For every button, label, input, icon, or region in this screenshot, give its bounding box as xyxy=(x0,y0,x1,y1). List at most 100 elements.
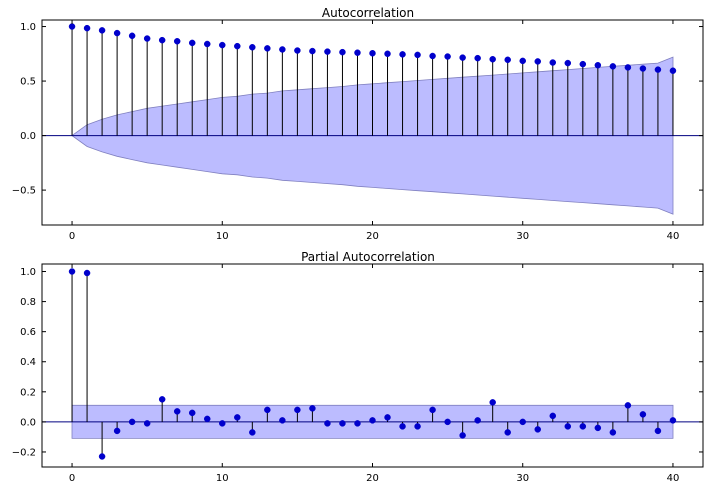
pacf-point-6 xyxy=(158,396,166,403)
acf-point-32 xyxy=(549,59,557,66)
pacf-point-19 xyxy=(354,420,361,427)
pacf-point-17 xyxy=(324,420,331,427)
acf-xtick-label-10: 10 xyxy=(216,231,229,242)
pacf-point-23 xyxy=(414,423,421,430)
acf-point-6 xyxy=(158,36,166,44)
pacf-point-27 xyxy=(474,417,481,424)
pacf-point-15 xyxy=(294,406,301,414)
acf-y-ticks: −0.5 0.0 0.5 1.0 xyxy=(12,22,703,197)
pacf-ytick-label-6: 1.0 xyxy=(20,267,36,278)
acf-point-17 xyxy=(324,48,331,55)
acf-point-12 xyxy=(249,44,256,51)
pacf-xtick-label-20: 20 xyxy=(366,473,379,484)
acf-point-11 xyxy=(234,42,241,50)
acf-x-ticks: 0 10 20 30 40 xyxy=(69,20,679,242)
acf-ytick-label-3: 1.0 xyxy=(20,22,36,33)
pacf-ytick-label-4: 0.6 xyxy=(20,327,36,338)
pacf-point-28 xyxy=(489,399,496,406)
acf-xtick-label-20: 20 xyxy=(366,231,379,242)
acf-xtick-label-0: 0 xyxy=(69,231,75,242)
pacf-point-26 xyxy=(459,432,466,439)
pacf-point-11 xyxy=(234,414,241,421)
pacf-point-38 xyxy=(639,411,647,418)
pacf-ytick-label-0: −0.2 xyxy=(12,447,36,458)
pacf-y-ticks: −0.2 0.0 0.2 0.4 0.6 0.8 1.0 xyxy=(12,267,703,458)
acf-point-40 xyxy=(669,67,677,74)
pacf-point-33 xyxy=(564,423,572,430)
pacf-point-21 xyxy=(384,414,391,421)
acf-point-14 xyxy=(279,46,286,53)
acf-point-15 xyxy=(294,47,301,54)
pacf-point-5 xyxy=(143,420,151,427)
pacf-point-18 xyxy=(339,420,346,427)
acf-panel: Autocorrelation 0 10 20 30 40 −0.5 0.0 0.5 1.0 xyxy=(12,6,704,242)
acf-point-23 xyxy=(414,51,421,59)
acf-point-38 xyxy=(639,65,647,72)
acf-point-37 xyxy=(624,64,632,71)
pacf-markers xyxy=(68,268,677,460)
pacf-ytick-label-2: 0.2 xyxy=(20,387,36,398)
acf-point-31 xyxy=(534,58,541,65)
pacf-point-30 xyxy=(519,418,526,426)
pacf-point-35 xyxy=(594,424,602,432)
acf-point-3 xyxy=(113,29,121,37)
acf-point-7 xyxy=(173,38,181,45)
pacf-point-16 xyxy=(309,405,316,412)
acf-point-27 xyxy=(474,54,481,62)
acf-point-34 xyxy=(579,60,587,68)
pacf-x-ticks: 0 10 20 30 40 xyxy=(69,264,679,484)
pacf-point-29 xyxy=(504,429,511,436)
pacf-point-1 xyxy=(83,269,91,277)
acf-ytick-label-2: 0.5 xyxy=(20,77,36,88)
acf-point-39 xyxy=(654,66,662,73)
pacf-xtick-label-40: 40 xyxy=(667,473,680,484)
acf-point-36 xyxy=(609,63,617,70)
acf-point-20 xyxy=(369,50,376,57)
pacf-point-32 xyxy=(549,412,557,420)
pacf-panel: Partial Autocorrelation 0 10 20 30 40 −0.2 0.… xyxy=(12,250,704,484)
acf-point-16 xyxy=(309,47,316,55)
acf-point-18 xyxy=(339,48,346,56)
acf-point-22 xyxy=(399,51,406,58)
acf-point-10 xyxy=(219,41,226,49)
pacf-point-25 xyxy=(444,418,451,426)
pacf-xtick-label-0: 0 xyxy=(69,473,75,484)
acf-point-13 xyxy=(264,45,271,52)
acf-stems xyxy=(71,26,674,136)
pacf-point-3 xyxy=(113,427,121,435)
acf-point-8 xyxy=(188,39,196,47)
pacf-point-37 xyxy=(624,402,632,409)
pacf-ytick-label-3: 0.4 xyxy=(20,357,36,368)
acf-point-21 xyxy=(384,50,391,58)
pacf-point-20 xyxy=(369,417,376,424)
pacf-title: Partial Autocorrelation xyxy=(301,250,435,264)
acf-point-1 xyxy=(83,24,91,32)
pacf-ytick-label-1: 0.0 xyxy=(20,417,36,428)
acf-point-28 xyxy=(489,56,496,63)
pacf-point-34 xyxy=(579,423,587,430)
acf-point-24 xyxy=(429,52,436,60)
pacf-point-2 xyxy=(98,453,106,460)
pacf-point-22 xyxy=(399,423,406,430)
acf-point-29 xyxy=(504,56,511,64)
acf-markers xyxy=(68,23,677,74)
pacf-point-7 xyxy=(173,408,181,415)
acf-ytick-label-1: 0.0 xyxy=(20,131,36,142)
acf-point-19 xyxy=(354,49,361,56)
acf-point-26 xyxy=(459,54,466,61)
pacf-xtick-label-10: 10 xyxy=(216,473,229,484)
acf-point-2 xyxy=(98,27,106,34)
acf-point-0 xyxy=(68,23,76,30)
pacf-point-36 xyxy=(609,429,617,436)
acf-ytick-label-0: −0.5 xyxy=(12,186,36,197)
pacf-point-8 xyxy=(188,409,196,417)
pacf-point-13 xyxy=(264,406,271,414)
pacf-point-10 xyxy=(219,420,226,427)
pacf-ytick-label-5: 0.8 xyxy=(20,297,36,308)
pacf-point-14 xyxy=(279,417,286,424)
pacf-point-40 xyxy=(669,417,677,424)
acf-point-25 xyxy=(444,53,451,60)
acf-point-5 xyxy=(143,35,151,42)
acf-xtick-label-30: 30 xyxy=(516,231,529,242)
